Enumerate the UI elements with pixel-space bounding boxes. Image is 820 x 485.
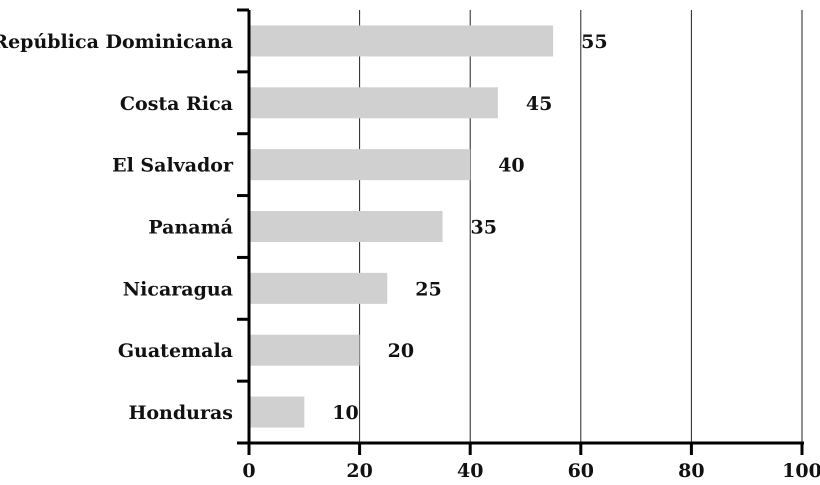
labels: República Dominicana 55 Costa Rica 45 El Sal… bbox=[0, 31, 820, 482]
category-label: Guatemala bbox=[118, 340, 233, 362]
category-label: Costa Rica bbox=[120, 93, 233, 115]
value-label: 45 bbox=[526, 93, 552, 115]
axes bbox=[237, 8, 804, 455]
category-label: Honduras bbox=[128, 402, 233, 424]
bar bbox=[250, 396, 305, 428]
value-label: 40 bbox=[498, 155, 524, 177]
x-tick-label: 40 bbox=[457, 460, 483, 482]
value-label: 35 bbox=[471, 217, 497, 239]
category-label: República Dominicana bbox=[0, 31, 233, 53]
bar bbox=[250, 87, 498, 119]
grid-lines bbox=[359, 10, 803, 443]
bar bbox=[250, 211, 443, 242]
value-label: 25 bbox=[415, 278, 441, 300]
x-tick-label: 100 bbox=[782, 460, 820, 482]
x-tick-label: 0 bbox=[242, 460, 255, 482]
value-label: 55 bbox=[581, 31, 607, 53]
value-label: 10 bbox=[332, 402, 358, 424]
x-tick-label: 20 bbox=[346, 460, 372, 482]
category-label: Nicaragua bbox=[123, 278, 233, 300]
bar bbox=[250, 25, 554, 57]
bar bbox=[250, 149, 471, 181]
bar bbox=[250, 272, 388, 304]
value-label: 20 bbox=[388, 340, 414, 362]
bar bbox=[250, 334, 360, 366]
x-tick-label: 80 bbox=[678, 460, 704, 482]
category-label: Panamá bbox=[148, 217, 233, 239]
x-tick-label: 60 bbox=[568, 460, 594, 482]
category-label: El Salvador bbox=[112, 155, 234, 177]
bars bbox=[250, 25, 554, 428]
